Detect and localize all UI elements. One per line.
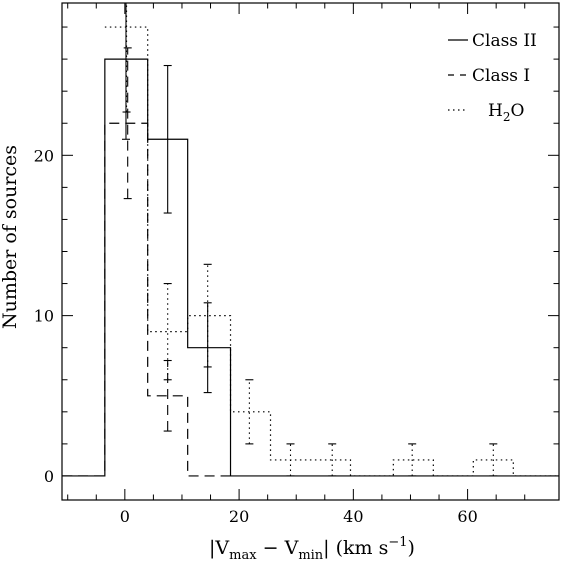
y-tick-label: 0 [44,467,54,486]
histogram-step-dashed [62,122,231,477]
x-label-end: ) [408,537,415,559]
series-dotted [104,3,559,477]
x-label-mid: − V [257,537,299,559]
histogram-step-solid [62,58,559,477]
x-tick-label: 0 [120,507,130,526]
y-tick-label: 10 [34,307,54,326]
axis-ticks: 0 20 40 60 0 10 20 [34,3,559,526]
legend: Class II Class I H2O [448,31,537,124]
x-label-prefix: |V [209,537,229,559]
y-axis-label: Number of sources [0,145,21,329]
series-solid [62,3,559,477]
legend-label: Class I [472,66,530,86]
x-tick-label: 60 [457,507,477,526]
axis-labels: Number of sources |Vmax − Vmin| (km s−1) [0,145,415,563]
legend-label: H2O [488,101,524,124]
series-dashed [62,47,231,477]
x-tick-label: 20 [229,507,249,526]
x-label-sub-max: max [229,548,257,563]
histogram-step-dotted [104,26,559,477]
series-layer [62,3,559,477]
x-axis-label: |Vmax − Vmin| (km s−1) [209,535,415,563]
legend-label: Class II [472,31,537,51]
x-label-sup: −1 [388,535,407,550]
x-tick-label: 40 [343,507,363,526]
x-label-suffix: | (km s [323,537,388,559]
x-label-sub-min: min [298,548,323,563]
y-tick-label: 20 [34,146,54,165]
